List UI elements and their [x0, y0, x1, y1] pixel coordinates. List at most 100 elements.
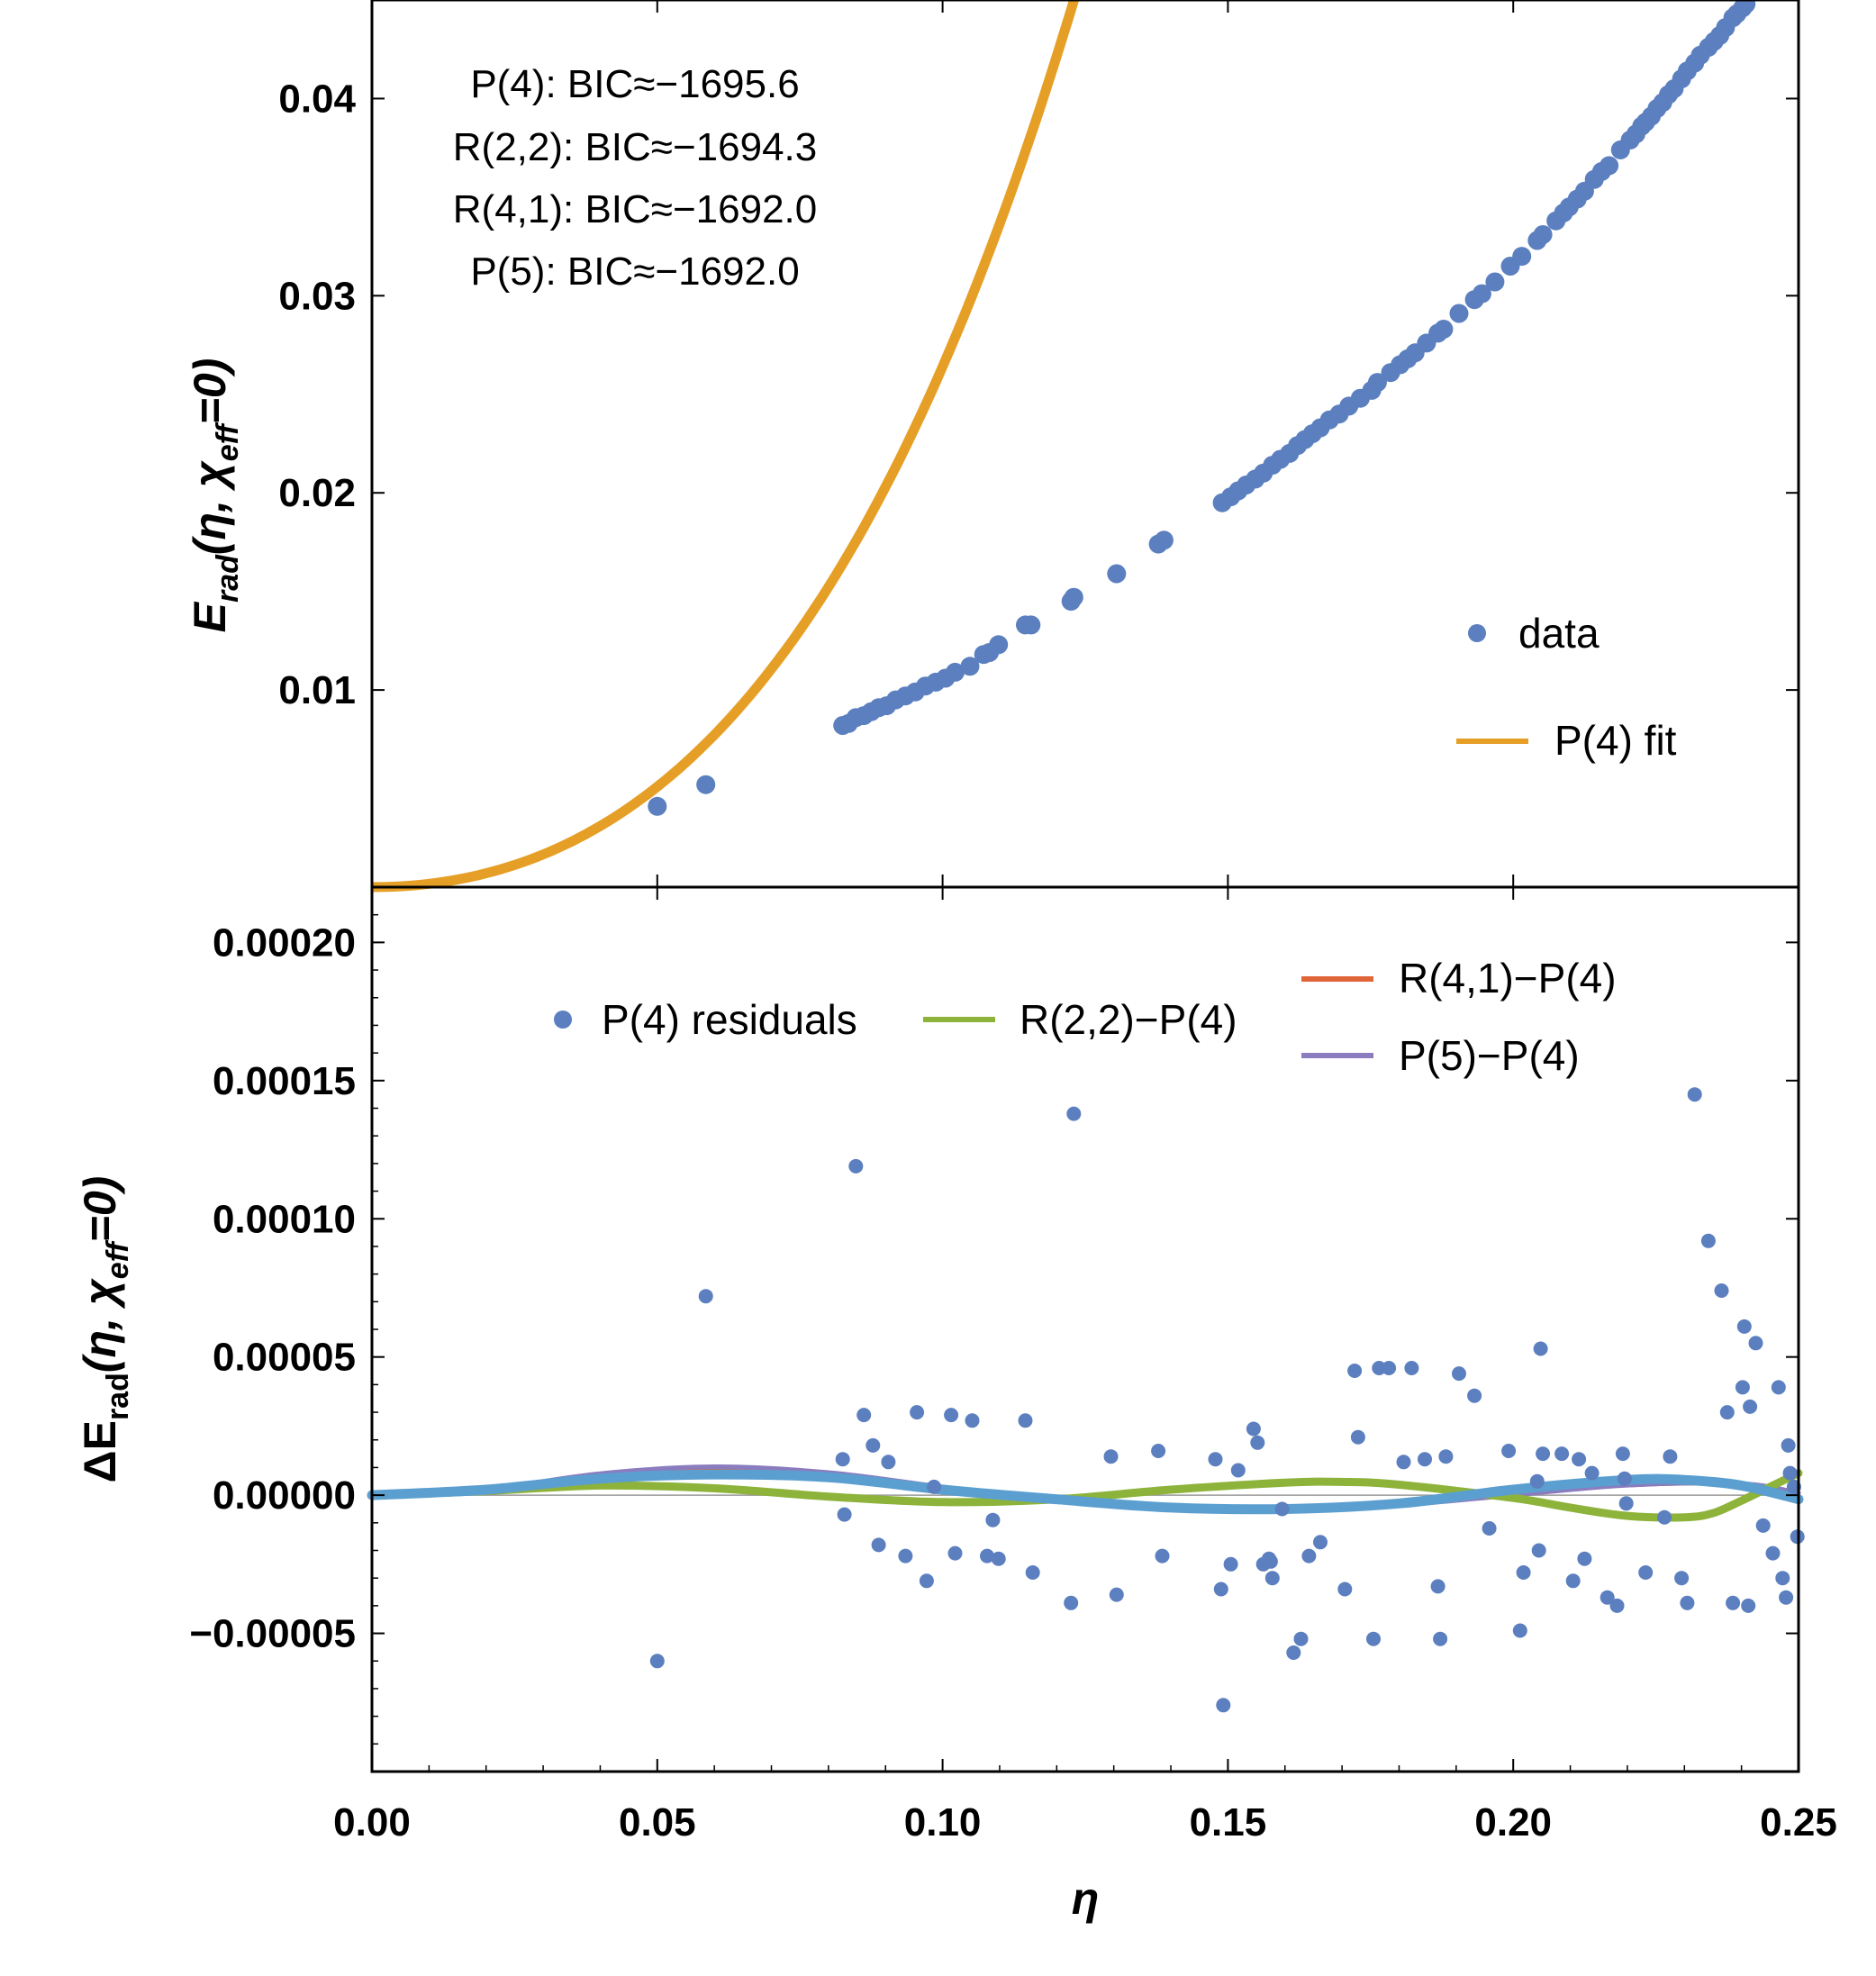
- residual-point: [980, 1548, 994, 1564]
- x-tick-label: 0.00: [333, 1800, 411, 1845]
- bottom-legend: P(4) residuals R(2,2)−P(4) R(4,1)−P(4) P…: [554, 955, 1617, 1079]
- residual-point: [837, 1507, 852, 1522]
- top-legend: data P(4) fit: [1456, 610, 1677, 764]
- bottom-ylabel-tail: =0): [75, 1176, 125, 1243]
- top-panel: 0.01 0.02 0.03 0.04 P(4): BIC≈−1695.6 R(2,2…: [185, 0, 1800, 893]
- residual-point: [1263, 1554, 1278, 1569]
- residual-point: [1452, 1366, 1466, 1382]
- residual-point: [1293, 1631, 1309, 1646]
- legend-fit-label: P(4) fit: [1554, 717, 1677, 764]
- residual-point: [1155, 1548, 1170, 1564]
- annotation-bic-p4: P(4): BIC≈−1695.6: [470, 62, 799, 106]
- data-point: [989, 635, 1009, 655]
- annotation-bic-p5: P(5): BIC≈−1692.0: [470, 249, 799, 294]
- residual-point: [1313, 1535, 1328, 1550]
- residual-point: [1438, 1449, 1454, 1464]
- x-tick-label: 0.25: [1760, 1800, 1837, 1845]
- data-point: [1736, 0, 1756, 14]
- residual-point: [965, 1413, 980, 1428]
- legend-r22-label: R(2,2)−P(4): [1020, 996, 1237, 1043]
- residual-point: [947, 1545, 963, 1561]
- residual-point: [1103, 1449, 1119, 1464]
- data-point: [1472, 284, 1491, 304]
- residual-point: [1109, 1587, 1124, 1602]
- residual-point: [1382, 1361, 1397, 1375]
- residual-point: [1264, 1571, 1280, 1586]
- residual-point: [1396, 1455, 1411, 1470]
- residual-point: [1213, 1582, 1228, 1597]
- residual-point: [1782, 1465, 1798, 1481]
- residual-point: [1657, 1509, 1672, 1525]
- top-ylabel-sub: rad: [211, 554, 245, 603]
- residual-point: [1618, 1496, 1634, 1511]
- residual-point: [919, 1573, 934, 1589]
- y-tick-label: 0.00020: [213, 920, 356, 965]
- data-point: [648, 796, 667, 816]
- data-point: [1533, 225, 1553, 244]
- y-tick-label: 0.00005: [213, 1336, 356, 1380]
- legend-residuals-label: P(4) residuals: [602, 996, 857, 1043]
- residual-point: [910, 1405, 925, 1420]
- residual-point: [1779, 1590, 1794, 1605]
- y-tick-label: 0.02: [278, 471, 356, 515]
- bottom-y-ticks: −0.00005 0.00000 0.00005 0.00010 0.00015 0.00…: [189, 886, 1799, 1772]
- residual-point: [1577, 1551, 1592, 1566]
- y-tick-label: 0.00010: [213, 1197, 356, 1241]
- y-tick-label: 0.00000: [213, 1473, 356, 1518]
- top-ylabel-args: (η, χ: [185, 459, 235, 555]
- residual-point: [944, 1408, 959, 1423]
- y-tick-label: 0.04: [278, 77, 356, 121]
- residual-point: [1301, 1548, 1317, 1564]
- top-ylabel-main: E: [185, 601, 235, 632]
- residual-point: [1771, 1380, 1786, 1395]
- y-tick-label: 0.03: [278, 274, 356, 318]
- residual-point: [1600, 1590, 1615, 1605]
- residual-point: [1482, 1521, 1497, 1536]
- residual-point: [1584, 1465, 1600, 1481]
- legend-data-marker: [1468, 624, 1486, 642]
- data-point: [1064, 587, 1083, 607]
- bottom-y-axis-label: ΔErad(η, χeff=0): [75, 1176, 135, 1483]
- legend-residuals-marker: [554, 1011, 572, 1029]
- bottom-ylabel-main: ΔE: [75, 1420, 125, 1482]
- residual-point: [1674, 1571, 1690, 1586]
- x-tick-label: 0.20: [1474, 1800, 1552, 1845]
- residual-point: [865, 1437, 881, 1453]
- residual-point: [848, 1158, 864, 1174]
- residual-point: [1609, 1598, 1625, 1613]
- residual-point: [1765, 1545, 1781, 1561]
- residual-point: [1025, 1565, 1040, 1580]
- residual-point: [1554, 1446, 1570, 1462]
- bottom-x-ticks: 0.00 0.05 0.10 0.15 0.20 0.25: [333, 887, 1837, 1845]
- p4-fit-line: [371, 0, 1080, 893]
- residual-point: [1208, 1452, 1223, 1467]
- residual-point: [1529, 1473, 1545, 1489]
- residual-point: [1572, 1452, 1587, 1467]
- residual-point: [1404, 1361, 1419, 1375]
- residual-point: [1064, 1595, 1079, 1610]
- residual-point: [1467, 1388, 1482, 1403]
- annotation-bic-r22: R(2,2): BIC≈−1694.3: [453, 125, 817, 169]
- data-point: [1021, 615, 1041, 635]
- x-tick-label: 0.10: [904, 1800, 982, 1845]
- bottom-ylabel-args: (η, χ: [75, 1277, 125, 1373]
- data-point: [1434, 320, 1454, 339]
- top-y-axis-label: Erad(η, χeff=0): [185, 358, 245, 633]
- data-point: [1512, 247, 1532, 267]
- residual-point: [1617, 1471, 1632, 1486]
- x-tick-label: 0.05: [619, 1800, 696, 1845]
- residual-point: [1286, 1645, 1301, 1660]
- residual-point: [1743, 1399, 1758, 1414]
- curve-r-2-2-p-4-: [367, 1469, 1803, 1522]
- residual-point: [1533, 1341, 1548, 1356]
- residual-point: [835, 1452, 850, 1467]
- y-tick-label: 0.00015: [213, 1059, 356, 1103]
- residual-point: [1663, 1449, 1678, 1464]
- residual-point: [1781, 1437, 1796, 1453]
- data-point: [1449, 304, 1469, 323]
- residual-point: [1687, 1087, 1702, 1102]
- residual-point: [1615, 1446, 1630, 1462]
- residual-point: [881, 1455, 896, 1470]
